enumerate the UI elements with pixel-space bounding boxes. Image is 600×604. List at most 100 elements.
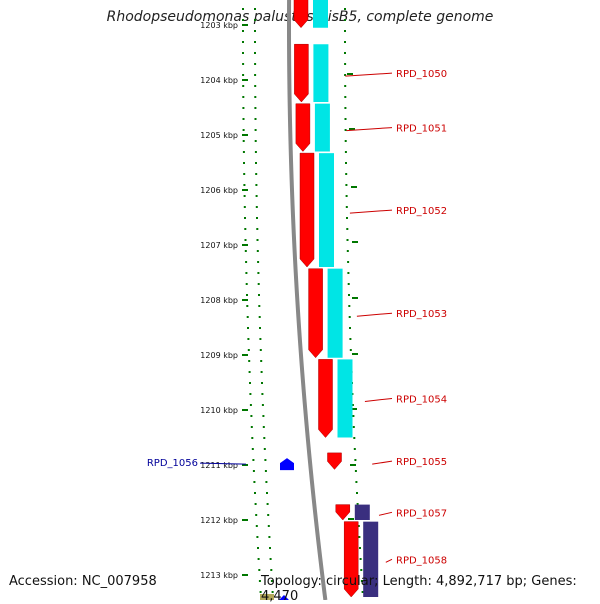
- tick-dot: [261, 393, 264, 395]
- tick-dot: [258, 305, 261, 307]
- cds-forward-arrow[interactable]: [308, 268, 323, 359]
- tick-dot: [344, 118, 347, 120]
- tick-dot: [263, 437, 266, 439]
- tick-dot: [256, 536, 259, 538]
- gene-label[interactable]: RPD_1051: [396, 124, 447, 135]
- gene-label[interactable]: RPD_1056: [147, 458, 198, 469]
- tick-dot: [262, 426, 265, 428]
- axis-tick: [242, 189, 248, 191]
- cds-forward-arrow[interactable]: [294, 43, 309, 103]
- tick-dot: [259, 349, 262, 351]
- tick-dot: [257, 261, 260, 263]
- cog-tick: [350, 464, 356, 466]
- cds-forward-arrow[interactable]: [318, 359, 333, 438]
- tick-dot: [257, 283, 260, 285]
- tick-dot: [257, 558, 260, 560]
- tick-dot: [255, 184, 258, 186]
- gene-label[interactable]: RPD_1052: [396, 206, 447, 217]
- tick-dot: [255, 162, 257, 164]
- tick-dot: [345, 173, 348, 175]
- cds-forward-arrow[interactable]: [343, 521, 359, 598]
- tick-dot: [264, 459, 267, 461]
- cog-block: [314, 103, 330, 152]
- cds-forward-arrow[interactable]: [293, 0, 309, 29]
- tick-dot: [344, 151, 347, 153]
- gene-label[interactable]: RPD_1057: [396, 508, 447, 519]
- cds-forward-arrow[interactable]: [327, 452, 342, 470]
- tick-dot: [347, 283, 350, 285]
- label-leader: [385, 558, 393, 563]
- label-leaders: [199, 72, 393, 563]
- tick-dot: [353, 448, 356, 450]
- tick-dot: [256, 239, 259, 241]
- gene-label[interactable]: RPD_1053: [396, 309, 447, 320]
- tick-dot: [349, 349, 352, 351]
- gene-label[interactable]: RPD_1054: [396, 394, 447, 405]
- tick-dot: [263, 448, 266, 450]
- genome-backbone: [287, 0, 328, 600]
- tick-dot: [254, 151, 257, 153]
- tick-dot: [256, 228, 259, 230]
- axis-tick: [242, 79, 248, 81]
- tick-dot: [357, 525, 360, 527]
- tick-dot: [254, 74, 257, 76]
- axis-tick-label: 1203 kbp: [200, 21, 238, 30]
- tick-dot: [255, 195, 258, 197]
- tick-dot: [242, 52, 244, 54]
- tick-dot: [349, 338, 352, 340]
- accession-text: Accession: NC_007958: [9, 574, 157, 589]
- tick-dot: [246, 294, 248, 296]
- axis-tick: [242, 464, 248, 466]
- tick-dot: [243, 173, 246, 175]
- tick-dot: [255, 173, 258, 175]
- cds-reverse-arrow[interactable]: [280, 458, 294, 471]
- tick-dot: [264, 470, 267, 472]
- tick-dot: [244, 228, 247, 230]
- tick-dot: [242, 85, 245, 87]
- tick-dot: [259, 327, 261, 329]
- cds-forward-arrow[interactable]: [335, 504, 351, 521]
- label-leader: [349, 209, 393, 214]
- tick-dot: [356, 503, 359, 505]
- axis-tick: [242, 134, 248, 136]
- cog-tick: [352, 241, 358, 243]
- axis-tick-label: 1204 kbp: [200, 76, 238, 85]
- cog-block: [354, 504, 370, 520]
- tick-dot: [260, 360, 263, 362]
- tick-dot: [345, 184, 348, 186]
- tick-dot: [344, 63, 347, 65]
- tick-dot: [346, 239, 349, 241]
- tick-dot: [345, 162, 347, 164]
- tick-dot: [344, 19, 346, 21]
- gene-labels[interactable]: RPD_1050 RPD_1051 RPD_1052 RPD_1053 RPD_1054…: [147, 69, 447, 566]
- tick-dot: [256, 217, 258, 219]
- tick-dot: [258, 316, 261, 318]
- tick-dot: [344, 8, 346, 10]
- gene-label[interactable]: RPD_1050: [396, 69, 447, 80]
- gene-label[interactable]: RPD_1055: [396, 457, 447, 468]
- tick-dot: [347, 272, 350, 274]
- tick-dot: [242, 8, 244, 10]
- tick-dot: [344, 74, 347, 76]
- gene-label[interactable]: RPD_1058: [396, 555, 447, 566]
- cog-tick: [351, 408, 357, 410]
- tick-dot: [356, 492, 358, 494]
- cds-forward-arrow[interactable]: [295, 103, 311, 152]
- tick-dot: [247, 349, 250, 351]
- tick-dot: [254, 8, 256, 10]
- axis-ticks: [242, 24, 358, 576]
- cog-block: [319, 153, 334, 267]
- tick-dot: [252, 470, 255, 472]
- tick-dot: [242, 63, 245, 65]
- cog-tick: [352, 353, 358, 355]
- axis-tick-label: 1210 kbp: [200, 406, 238, 415]
- label-leader: [199, 462, 247, 465]
- tick-dot: [344, 140, 347, 142]
- tick-dot: [249, 393, 252, 395]
- axis-tick: [242, 299, 248, 301]
- cds-forward-arrow[interactable]: [299, 152, 315, 268]
- tick-dot: [255, 206, 258, 208]
- gene-track[interactable]: [280, 0, 359, 598]
- tick-dot: [354, 459, 357, 461]
